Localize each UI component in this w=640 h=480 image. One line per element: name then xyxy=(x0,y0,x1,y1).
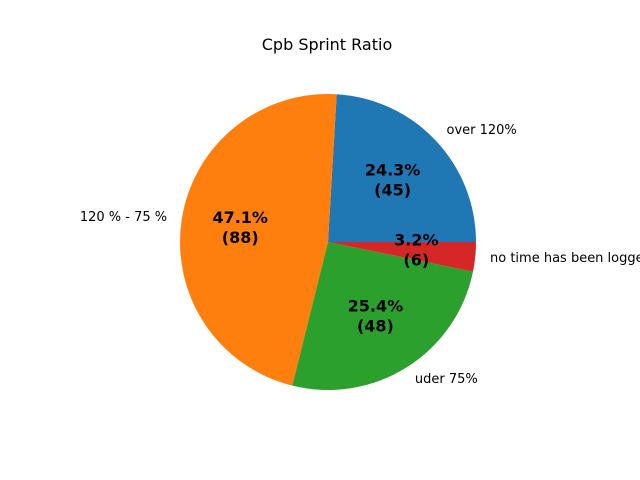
slice-count-label: (48) xyxy=(357,317,394,336)
pie-slice-2 xyxy=(180,94,337,386)
pie-slice-4 xyxy=(328,242,476,272)
slice-percent-label: 47.1% xyxy=(212,208,268,227)
pie-slice-3 xyxy=(292,242,473,390)
slice-percent-label: 24.3% xyxy=(365,161,421,180)
pie-labels: over 120% 24.3%(45) 120 % - 75 % 47.1%(88) u… xyxy=(80,123,640,387)
slice-percent-label: 25.4% xyxy=(348,297,404,316)
slice-count-label: (88) xyxy=(222,228,259,247)
pie-slices xyxy=(180,94,476,390)
slice-percent-label: 3.2% xyxy=(394,230,438,249)
slice-category-label: no time has been logged xyxy=(490,251,640,266)
pie-slice-1 xyxy=(328,94,476,242)
slice-category-label: over 120% xyxy=(447,123,517,138)
slice-count-label: (6) xyxy=(403,250,429,269)
slice-category-label: 120 % - 75 % xyxy=(80,210,167,225)
chart-title: Cpb Sprint Ratio xyxy=(262,35,392,54)
slice-category-label: uder 75% xyxy=(415,372,478,387)
slice-count-label: (45) xyxy=(374,181,411,200)
